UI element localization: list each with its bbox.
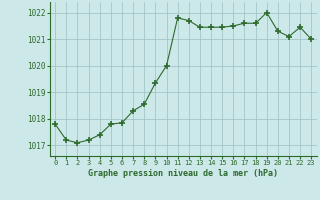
X-axis label: Graphe pression niveau de la mer (hPa): Graphe pression niveau de la mer (hPa) — [88, 169, 278, 178]
